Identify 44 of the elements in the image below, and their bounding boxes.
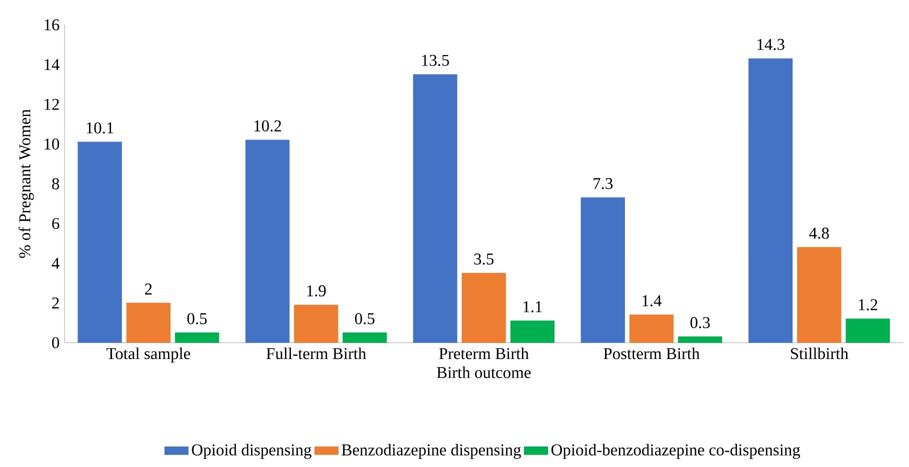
- data-label: 1.2: [858, 299, 878, 310]
- y-tick-label: 10: [44, 138, 60, 150]
- data-label: 3.5: [474, 254, 494, 265]
- bar: [413, 74, 458, 343]
- bar: [294, 304, 338, 343]
- x-tick-label: Stillbirth: [790, 348, 848, 360]
- data-label: 0.5: [355, 313, 374, 324]
- legend-label: Opioid dispensing: [192, 444, 312, 459]
- bar: [245, 140, 290, 343]
- data-label: 1.9: [307, 285, 326, 297]
- data-label: 13.5: [422, 54, 449, 66]
- data-label: 10.1: [86, 122, 114, 134]
- bar: [126, 302, 170, 343]
- x-tick-label: Full-term Birth: [266, 348, 366, 360]
- x-tick-label: Postterm Birth: [604, 348, 700, 360]
- y-tick-label: 4: [52, 258, 60, 269]
- data-label: 4.8: [809, 228, 829, 239]
- y-axis-title: % of Pregnant Women: [18, 109, 34, 258]
- data-label: 7.3: [594, 178, 613, 190]
- data-label: 1.1: [524, 301, 542, 312]
- x-tick-label: Preterm Birth: [439, 348, 529, 360]
- legend-label: Benzodiazepine dispensing: [342, 444, 521, 459]
- y-tick-label: 0: [52, 337, 60, 348]
- data-label: 1.4: [642, 295, 662, 306]
- data-label: 0.3: [690, 317, 710, 328]
- data-label: 2: [145, 284, 152, 295]
- y-tick-label: 6: [52, 218, 60, 230]
- bar: [629, 314, 674, 343]
- y-tick-label: 16: [44, 19, 60, 30]
- y-tick-label: 8: [52, 178, 60, 190]
- bar: [580, 197, 625, 343]
- bar: [462, 272, 506, 343]
- legend-label: Opioid-benzodiazepine co-dispensing: [551, 444, 800, 459]
- data-label: 0.5: [187, 313, 207, 324]
- y-tick-label: 12: [44, 98, 59, 110]
- bar: [78, 142, 122, 343]
- data-label: 10.2: [254, 120, 282, 132]
- y-tick-label: 2: [52, 298, 59, 308]
- y-tick-label: 14: [44, 59, 60, 70]
- x-tick-label: Total sample: [106, 348, 190, 363]
- data-label: 14.3: [758, 38, 784, 50]
- x-axis-title: Birth outcome: [436, 366, 531, 378]
- bar: [748, 58, 793, 343]
- bar: [797, 247, 842, 343]
